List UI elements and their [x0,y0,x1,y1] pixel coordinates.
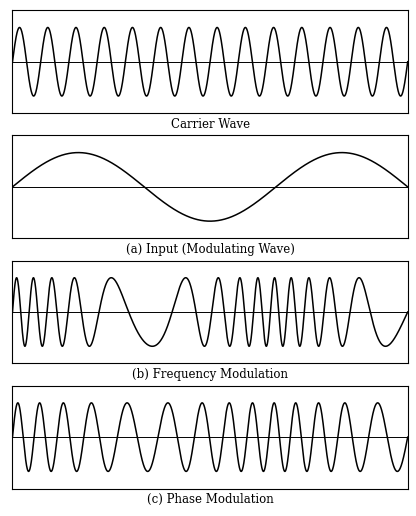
Text: (c) Phase Modulation: (c) Phase Modulation [147,493,273,506]
Text: Carrier Wave: Carrier Wave [171,118,250,131]
Text: (a) Input (Modulating Wave): (a) Input (Modulating Wave) [126,243,295,256]
Text: (b) Frequency Modulation: (b) Frequency Modulation [132,368,288,381]
